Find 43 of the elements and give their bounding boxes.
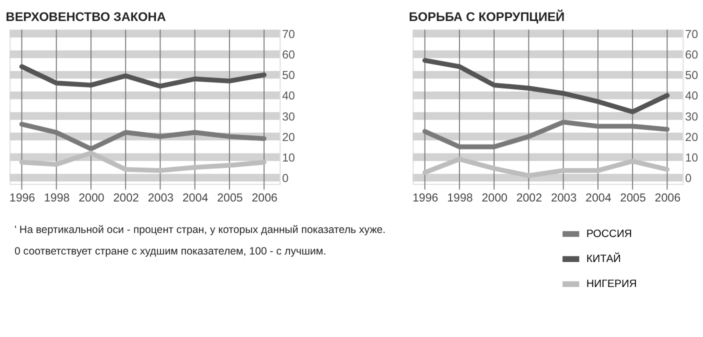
x-tick-label: 1998 [447,192,473,205]
line-series [422,156,670,178]
y-tick-label: 0 [685,173,692,186]
y-tick-label: 40 [685,90,698,103]
x-tick-label: 2004 [586,192,612,205]
legend-label: КИТАЙ [586,252,621,265]
chart-title: ВЕРХОВЕНСТВО ЗАКОНА [6,10,166,24]
legend-label: НИГЕРИЯ [586,278,637,290]
line-series [19,150,266,173]
x-tick-label: 1996 [9,192,36,205]
x-tick-label: 1998 [44,192,70,205]
x-tick-label: 2002 [113,192,139,205]
y-tick-label: 50 [685,70,698,82]
y-tick-label: 60 [685,50,698,62]
y-tick-label: 30 [282,111,295,124]
y-tick-label: 70 [282,29,295,42]
x-tick-label: 2003 [148,192,174,205]
x-tick-label: 2005 [217,192,243,205]
y-tick-label: 20 [685,132,698,144]
y-tick-label: 40 [282,90,295,103]
x-tick-label: 1996 [412,192,438,205]
line-series [422,58,670,114]
y-tick-label: 10 [685,152,698,164]
y-tick-label: 60 [282,50,295,62]
x-tick-label: 2004 [182,192,209,205]
x-tick-label: 2005 [620,192,646,205]
x-tick-label: 2003 [550,192,577,205]
x-tick-label: 2002 [516,192,542,205]
legend-label: РОССИЯ [586,228,632,240]
y-tick-label: 20 [282,132,295,144]
x-tick-label: 2000 [78,192,104,205]
text: 0 соответствует стране с худшим показателем, 100 - с лучшим. [14,245,326,258]
y-tick-label: 50 [282,70,295,82]
line-series [19,64,266,89]
y-tick-label: 30 [685,111,698,124]
text: ' На вертикальной оси - процент стран, у которых данный показатель хуже. [14,224,386,236]
y-tick-label: 0 [282,173,289,186]
y-tick-label: 70 [685,29,698,42]
x-tick-label: 2000 [482,192,508,205]
x-tick-label: 2006 [252,192,278,205]
x-tick-label: 2006 [654,192,681,205]
y-tick-label: 10 [282,152,295,164]
chart-title: БОРЬБА С КОРРУПЦИЕЙ [408,9,565,24]
